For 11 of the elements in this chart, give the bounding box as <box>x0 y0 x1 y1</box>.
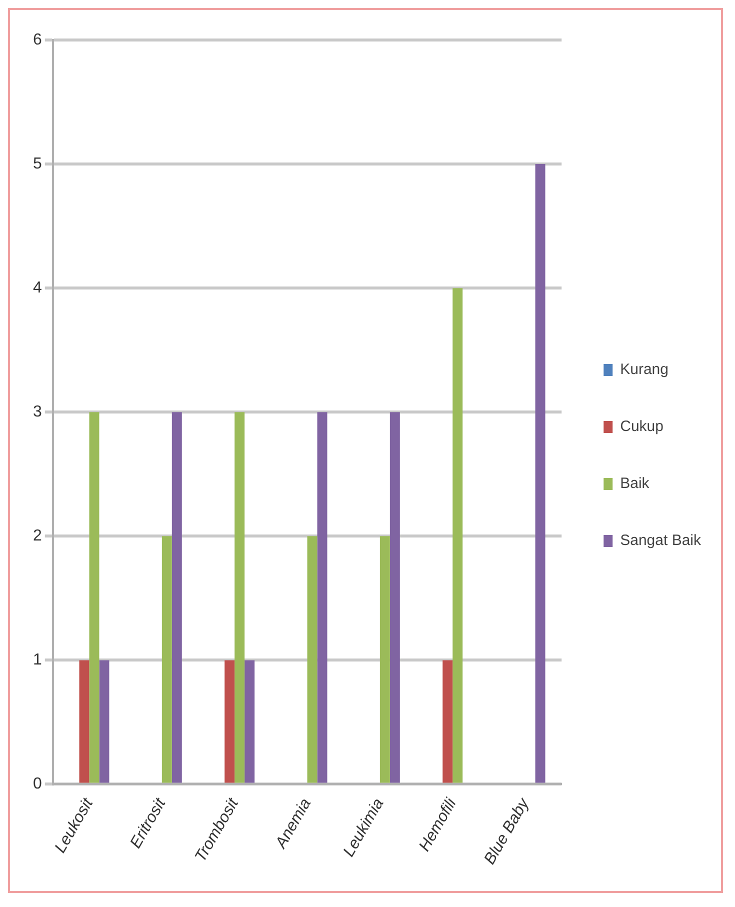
y-tick-label: 2 <box>32 528 42 545</box>
legend-label: Kurang <box>620 361 668 378</box>
y-tick-label: 4 <box>32 279 42 296</box>
legend-label: Cukup <box>620 418 664 436</box>
legend-label: Sangat Baik <box>620 532 702 550</box>
y-tick-label: 6 <box>32 31 42 48</box>
y-tick-label: 1 <box>32 652 42 669</box>
y-tick-label: 5 <box>32 155 42 172</box>
y-tick-label: 3 <box>32 404 42 421</box>
legend-label: Baik <box>620 475 650 492</box>
y-tick-label: 0 <box>32 776 42 793</box>
